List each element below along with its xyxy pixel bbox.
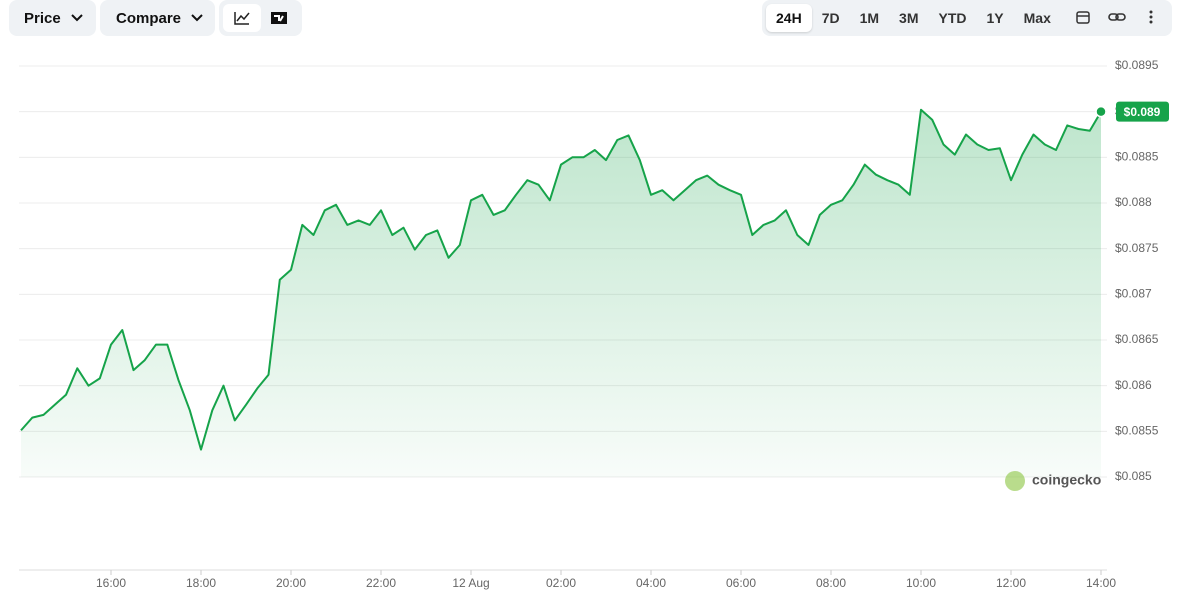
y-tick-label: $0.088	[1115, 195, 1152, 209]
range-button[interactable]: 1M	[859, 10, 880, 26]
y-tick-label: $0.089	[1115, 104, 1152, 118]
x-tick-label: 16:00	[96, 576, 126, 590]
range-button[interactable]: 7D	[821, 10, 840, 26]
y-tick-label: $0.086	[1115, 378, 1152, 392]
more-button[interactable]	[1134, 10, 1168, 27]
range-selector: 24H 7D 1M 3M YTD 1Y Max	[762, 0, 1172, 36]
compare-label: Compare	[116, 9, 182, 27]
price-label: Price	[24, 9, 61, 27]
price-button[interactable]: Price	[9, 0, 96, 36]
x-tick-label: 06:00	[726, 576, 756, 590]
price-line	[20, 108, 1102, 451]
cal-button[interactable]	[1066, 10, 1100, 27]
x-tick-label: 12 Aug	[452, 576, 489, 590]
logo	[1005, 471, 1025, 491]
x-tick-label: 18:00	[186, 576, 216, 590]
range-button[interactable]: Max	[1023, 10, 1051, 26]
x-tick-label: 22:00	[366, 576, 396, 590]
chevron	[70, 14, 83, 22]
x-tick-label: 12:00	[996, 576, 1026, 590]
line-icon	[234, 12, 250, 25]
last-point	[1095, 105, 1107, 118]
x-tick-label: 04:00	[636, 576, 666, 590]
compare-button[interactable]: Compare	[100, 0, 215, 36]
range-button[interactable]: YTD	[938, 10, 967, 26]
y-tick-label: $0.0865	[1115, 332, 1159, 346]
range-button[interactable]: 24H	[766, 4, 812, 32]
tv-icon	[271, 12, 288, 24]
price-badge-label: $0.089	[1124, 105, 1161, 119]
y-tick-label: $0.0885	[1115, 150, 1159, 164]
y-tick-label: $0.087	[1115, 287, 1152, 301]
range-button[interactable]: 1Y	[986, 10, 1004, 26]
chart-style	[219, 0, 302, 36]
x-tick-label: 20:00	[276, 576, 306, 590]
x-tick-label: 02:00	[546, 576, 576, 590]
watermark: coingecko	[1032, 472, 1101, 488]
range-button[interactable]: 3M	[899, 10, 919, 26]
tradingview-button[interactable]	[261, 4, 299, 32]
chevron	[191, 14, 203, 22]
link-button[interactable]	[1100, 10, 1134, 26]
x-tick-label: 08:00	[816, 576, 846, 590]
y-tick-label: $0.085	[1115, 469, 1152, 483]
line-chart-button[interactable]	[223, 4, 261, 32]
x-tick-label: 14:00	[1086, 576, 1116, 590]
price-badge	[1116, 101, 1169, 122]
y-tick-label: $0.0895	[1115, 58, 1159, 72]
y-tick-label: $0.0855	[1115, 424, 1159, 438]
x-tick-label: 10:00	[906, 576, 936, 590]
y-tick-label: $0.0875	[1115, 241, 1159, 255]
price-area	[21, 109, 1101, 478]
